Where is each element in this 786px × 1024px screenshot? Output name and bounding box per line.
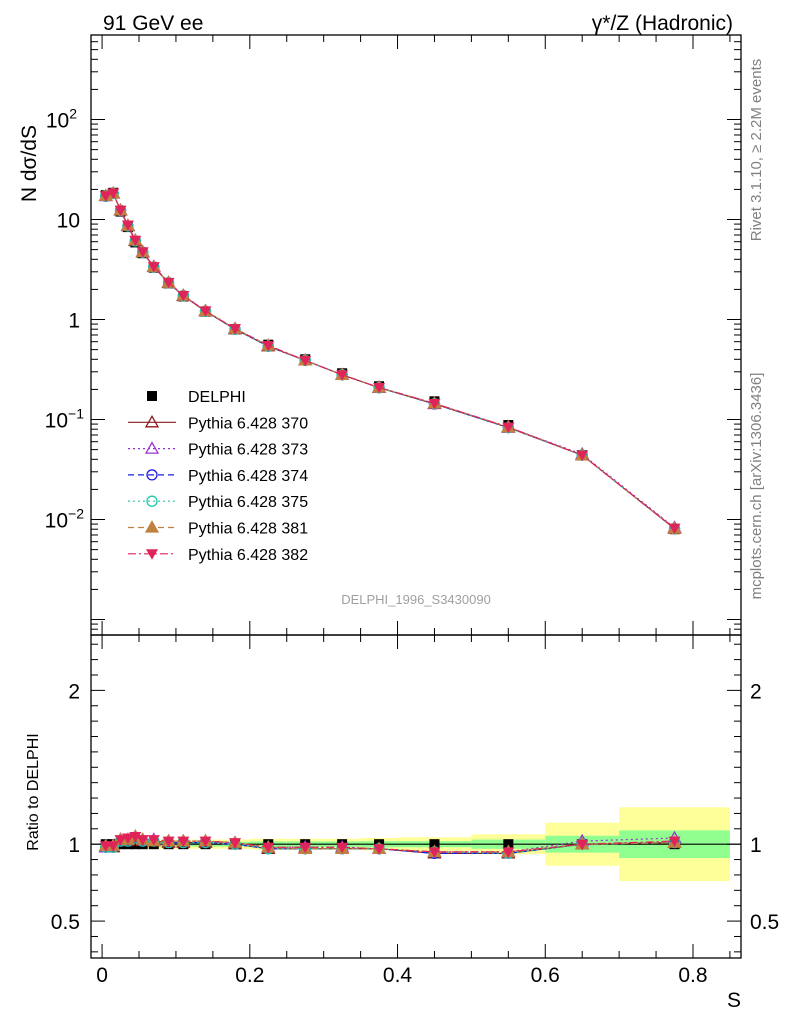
ratio-point — [162, 836, 175, 848]
ratio-point — [114, 835, 127, 846]
analysis-watermark: DELPHI_1996_S3430090 — [341, 592, 491, 607]
ratio-y-tick-label-right: 0.5 — [750, 911, 779, 934]
legend-label: Pythia 6.428 382 — [188, 547, 308, 564]
data-point — [199, 306, 212, 317]
y-axis-title-ratio: Ratio to DELPHI — [25, 733, 42, 850]
rivet-label: Rivet 3.1.10, ≥ 2.2M events — [748, 59, 765, 242]
legend-label: Pythia 6.428 374 — [188, 468, 308, 485]
legend-entry: Pythia 6.428 370 — [128, 414, 308, 432]
legend-label: Pythia 6.428 375 — [188, 494, 308, 511]
data-point — [336, 370, 349, 381]
data-point — [177, 290, 190, 302]
legend-entry: DELPHI — [147, 389, 246, 406]
data-point — [147, 262, 160, 273]
ratio-point — [136, 835, 149, 846]
data-point — [502, 422, 515, 434]
ratio-point — [668, 836, 681, 848]
data-point — [121, 220, 134, 232]
y-tick-label: 10−1 — [45, 406, 85, 433]
ratio-plot-frame — [90, 634, 742, 959]
data-point — [299, 355, 312, 367]
x-axis-title: S — [727, 989, 741, 1012]
ratio-point — [428, 847, 441, 858]
data-point — [229, 324, 242, 335]
legend-label: Pythia 6.428 381 — [188, 521, 308, 538]
series-pythia-6.428-382 — [99, 188, 681, 535]
ratio-data-point — [429, 839, 440, 850]
legend-marker — [144, 520, 160, 533]
header-left: 91 GeV ee — [103, 12, 203, 35]
ratio-point — [373, 844, 386, 855]
ratio-point — [262, 842, 275, 854]
ratio-point — [129, 831, 142, 843]
ratio-data-point — [503, 839, 514, 850]
legend-label: Pythia 6.428 373 — [188, 442, 308, 459]
data-point — [114, 205, 127, 217]
data-point — [129, 235, 142, 247]
legend-entry: Pythia 6.428 382 — [128, 547, 308, 564]
y-tick-label: 10−2 — [45, 506, 85, 533]
ratio-point — [121, 833, 134, 845]
legend-marker — [144, 441, 160, 454]
legend-entry: Pythia 6.428 381 — [128, 520, 308, 538]
data-point — [373, 382, 386, 394]
ratio-point — [229, 838, 242, 849]
ratio-point — [299, 842, 312, 854]
x-tick-label: 0.8 — [678, 964, 707, 987]
legend-label: DELPHI — [188, 389, 246, 406]
y-tick-label: 10 — [57, 210, 80, 233]
legend-marker — [147, 391, 157, 401]
x-tick-label: 0.4 — [383, 964, 413, 987]
main-plot-frame — [90, 34, 742, 636]
series-pythia-6.428-373 — [98, 185, 682, 533]
data-point — [262, 340, 275, 352]
data-point — [428, 398, 441, 410]
ratio-point — [576, 839, 589, 851]
ratio-series-pythia-6.428-382 — [99, 831, 681, 858]
legend-marker — [144, 414, 160, 428]
mcplots-label: mcplots.cern.ch [arXiv:1306.3436] — [748, 373, 765, 600]
legend-marker — [146, 495, 158, 507]
series-pythia-6.428-370 — [98, 186, 682, 534]
legend-label: Pythia 6.428 370 — [188, 415, 308, 432]
x-tick-label: 0 — [96, 964, 108, 987]
data-point — [576, 450, 589, 462]
legend-entry: Pythia 6.428 374 — [128, 468, 308, 485]
ratio-point — [336, 842, 349, 854]
data-point — [136, 247, 149, 258]
header-right: γ*/Z (Hadronic) — [592, 12, 733, 35]
ratio-y-tick-label: 0.5 — [51, 911, 80, 934]
legend-entry: Pythia 6.428 375 — [128, 494, 308, 511]
ratio-y-tick-label-right: 1 — [750, 834, 762, 857]
ratio-y-tick-label-right: 2 — [750, 680, 762, 703]
data-point — [107, 188, 120, 200]
legend-entry: Pythia 6.428 373 — [128, 441, 308, 459]
x-tick-label: 0.6 — [531, 964, 560, 987]
legend-marker — [146, 549, 158, 560]
ratio-point — [502, 847, 515, 858]
ratio-point — [199, 836, 212, 848]
ratio-y-tick-label: 2 — [68, 680, 80, 703]
data-point — [668, 523, 681, 535]
ratio-data-point — [130, 839, 141, 850]
data-point — [99, 191, 112, 202]
data-point — [162, 277, 175, 289]
ratio-point — [177, 836, 190, 848]
ratio-point — [107, 841, 120, 852]
series-pythia-6.428-381 — [98, 185, 682, 534]
x-tick-label: 0.2 — [235, 964, 264, 987]
y-tick-label: 102 — [46, 106, 77, 133]
y-tick-label: 1 — [68, 310, 80, 333]
ratio-y-tick-label: 1 — [68, 834, 80, 857]
y-axis-title-main: N dσ/dS — [18, 125, 41, 202]
ratio-point — [147, 835, 160, 846]
legend-marker — [146, 469, 158, 481]
